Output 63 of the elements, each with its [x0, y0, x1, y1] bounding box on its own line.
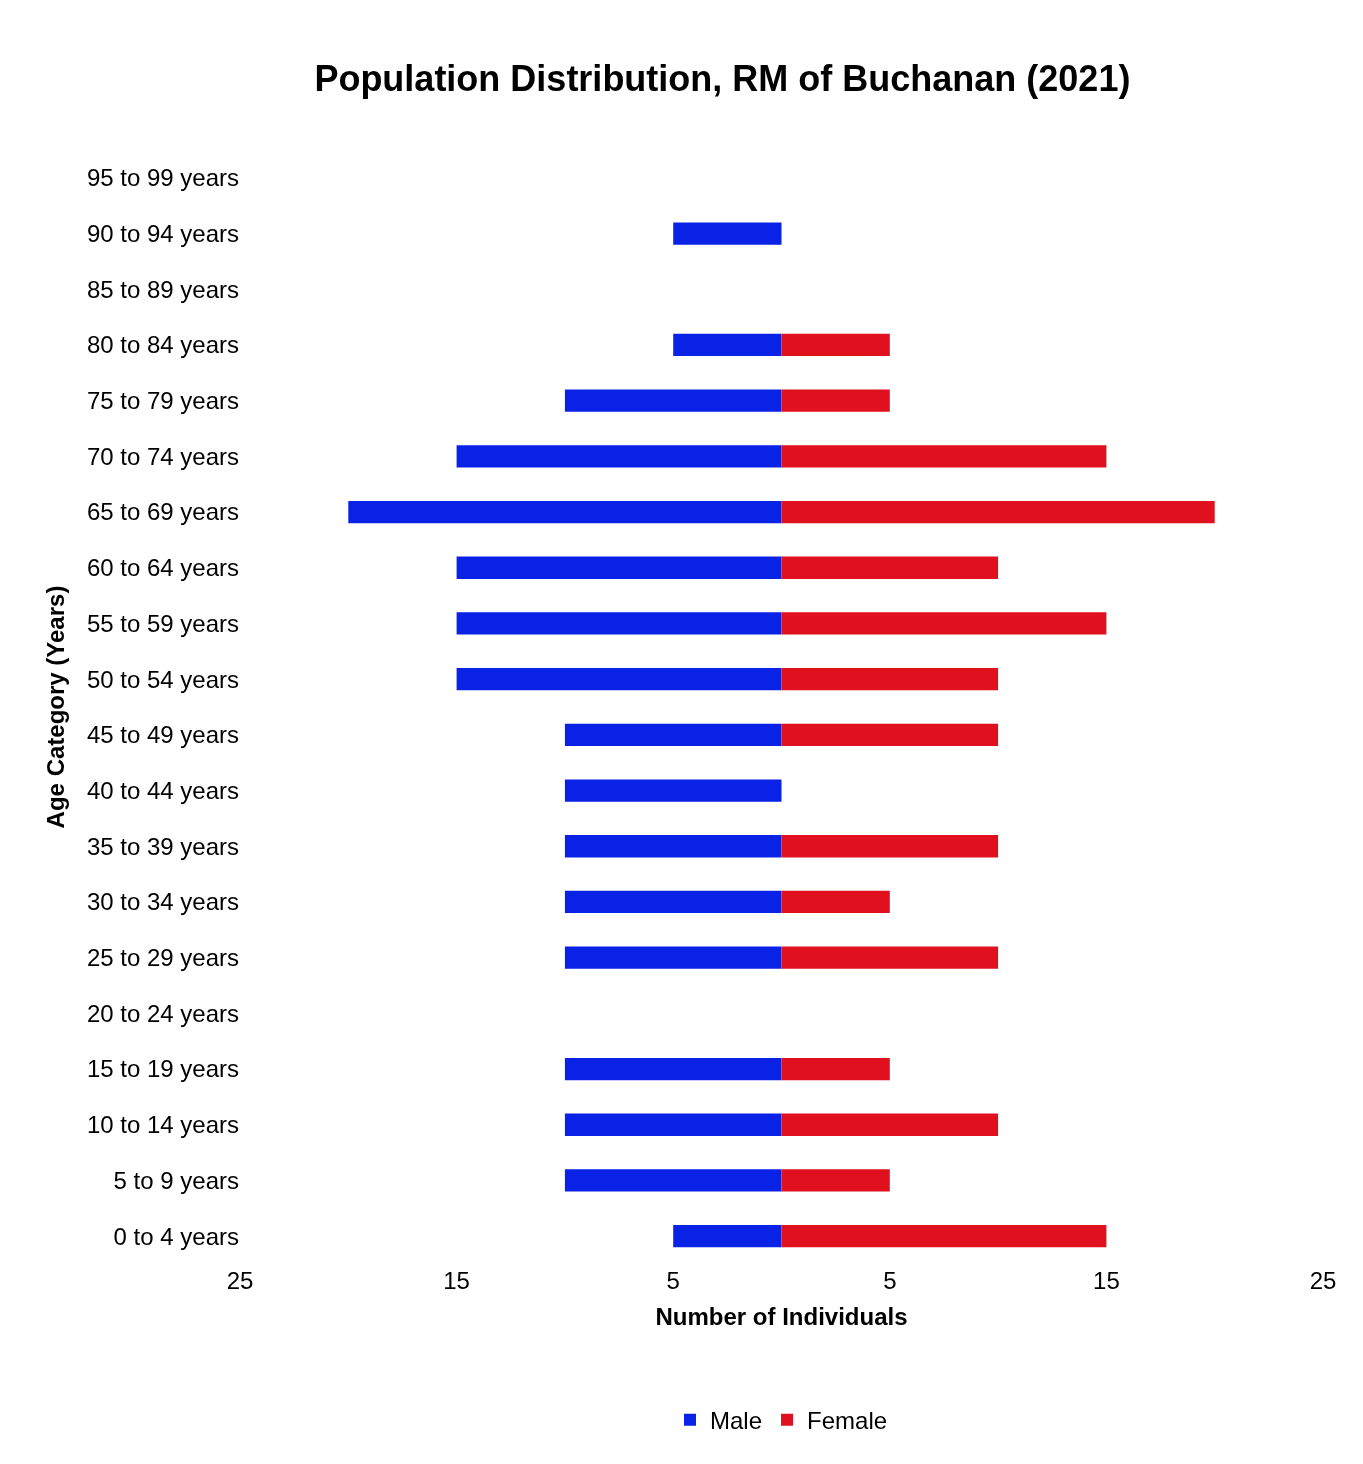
y-tick-label: 85 to 89 years	[86, 275, 239, 303]
x-tick-label: 5	[883, 1267, 897, 1294]
bar	[564, 946, 782, 969]
bar	[564, 890, 782, 914]
y-tick-label: 0 to 4 years	[113, 1222, 239, 1250]
bar	[564, 779, 782, 802]
bar	[456, 445, 782, 468]
y-tick-label: 80 to 84 years	[86, 331, 239, 359]
bar	[456, 556, 782, 579]
bar	[781, 556, 999, 579]
y-tick-label: 95 to 99 years	[86, 164, 239, 192]
y-tick-label: 50 to 54 years	[86, 665, 239, 693]
y-tick-label: 35 to 39 years	[86, 832, 239, 860]
y-tick-label: 25 to 29 years	[86, 944, 239, 972]
bar	[781, 333, 890, 357]
y-tick-label: 55 to 59 years	[86, 609, 239, 637]
bar	[564, 1169, 782, 1192]
bar	[564, 1113, 782, 1136]
y-tick-label: 75 to 79 years	[86, 387, 239, 415]
bar	[781, 946, 999, 969]
bar	[564, 835, 782, 858]
bar	[781, 1225, 1107, 1248]
bar	[781, 389, 890, 412]
bar	[456, 668, 782, 691]
bar	[456, 612, 782, 635]
bar	[781, 500, 1215, 524]
bar	[781, 1057, 890, 1081]
x-tick-label: 25	[1309, 1267, 1337, 1294]
y-tick-label: 65 to 69 years	[86, 498, 239, 526]
y-tick-label: 70 to 74 years	[86, 442, 239, 470]
y-tick-label: 30 to 34 years	[86, 888, 239, 916]
bar	[781, 668, 999, 691]
y-tick-label: 20 to 24 years	[86, 999, 239, 1027]
bar	[673, 222, 782, 245]
bar	[781, 890, 890, 914]
chart-title: Population Distribution, RM of Buchanan (2021)	[314, 58, 1131, 100]
y-tick-label: 90 to 94 years	[86, 219, 239, 247]
bar	[781, 445, 1107, 468]
y-tick-label: 60 to 64 years	[86, 554, 239, 582]
bar	[348, 500, 782, 524]
legend-label: Male	[710, 1407, 763, 1435]
x-tick-label: 25	[226, 1267, 254, 1294]
bar	[564, 389, 782, 412]
y-axis-title: Age Category (Years)	[41, 585, 69, 829]
x-axis-title: Number of Individuals	[655, 1303, 908, 1331]
bar	[781, 1169, 890, 1192]
bar	[781, 612, 1107, 635]
x-tick-label: 5	[666, 1267, 680, 1294]
bar	[564, 723, 782, 746]
bar	[781, 835, 999, 858]
y-tick-label: 5 to 9 years	[113, 1166, 239, 1194]
legend-label: Female	[807, 1407, 888, 1435]
y-tick-label: 40 to 44 years	[86, 776, 239, 804]
bar	[781, 1113, 999, 1136]
bar	[781, 723, 999, 746]
bar	[673, 333, 782, 357]
y-tick-label: 10 to 14 years	[86, 1111, 239, 1139]
bar	[673, 1225, 782, 1248]
x-tick-label: 15	[1093, 1267, 1120, 1294]
bar	[564, 1057, 782, 1081]
x-tick-label: 15	[443, 1267, 470, 1294]
y-tick-label: 45 to 49 years	[86, 721, 239, 749]
y-tick-label: 15 to 19 years	[86, 1055, 239, 1083]
